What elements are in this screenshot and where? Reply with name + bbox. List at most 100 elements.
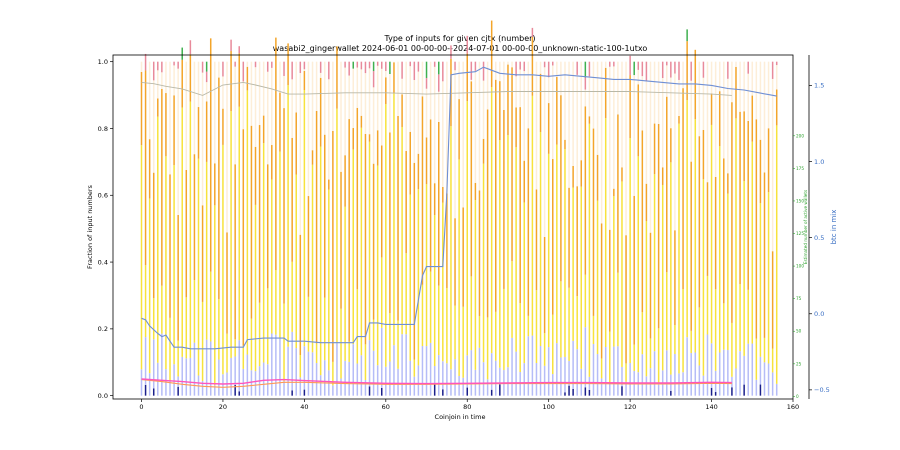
bar-segment-blue: [148, 373, 151, 396]
bar-segment-yellow: [718, 146, 721, 353]
bar-segment-light: [645, 80, 648, 184]
bar-stack-109: [584, 61, 587, 396]
bar-segment-blue: [181, 356, 183, 396]
bar-segment-light: [547, 77, 550, 104]
bar-segment-pink: [678, 61, 680, 80]
bar-segment-pink: [189, 40, 192, 55]
bar-segment-light: [613, 66, 615, 189]
bar-segment-yellow: [495, 311, 497, 361]
bar-segment-light: [580, 61, 583, 161]
bar-segment-dark: [621, 386, 623, 396]
bar-segment-blue: [421, 346, 424, 396]
bar-segment-orange: [352, 128, 354, 150]
bar-segment-yellow: [600, 358, 603, 379]
bar-segment-blue: [710, 343, 713, 388]
bar-segment-light: [727, 78, 729, 174]
bar-segment-yellow: [450, 126, 452, 370]
bar-segment-orange: [458, 99, 460, 160]
bar-segment-yellow: [307, 296, 310, 352]
bar-segment-light: [588, 76, 591, 117]
bar-segment-orange: [584, 106, 587, 275]
bar-stack-66: [409, 61, 411, 396]
bar-segment-light: [552, 65, 554, 160]
bar-segment-yellow: [157, 116, 159, 363]
bar-segment-light: [600, 61, 603, 224]
bar-segment-yellow: [417, 189, 420, 366]
bar-segment-orange: [181, 59, 183, 108]
bar-segment-orange: [360, 115, 363, 128]
bar-segment-pink: [666, 61, 668, 66]
bar-segment-orange: [759, 139, 762, 204]
bar-segment-blue: [666, 350, 668, 396]
bar-segment-blue: [486, 379, 489, 396]
bar-segment-orange: [397, 116, 399, 321]
bar-segment-blue: [478, 347, 481, 396]
y-tick-label: 0.6: [98, 192, 108, 200]
bar-segment-orange: [230, 50, 232, 112]
bar-segment-light: [625, 61, 627, 236]
bar-stack-119: [625, 61, 627, 396]
bar-segment-light: [385, 71, 387, 78]
bar-segment-pink: [230, 39, 232, 51]
bar-segment-blue: [547, 347, 550, 396]
bar-segment-light: [702, 77, 705, 130]
bar-segment-dark: [564, 392, 566, 396]
y2-tick-label: 50: [796, 329, 802, 334]
x-tick-label: 60: [382, 403, 390, 411]
bar-segment-dark: [714, 392, 717, 396]
bar-segment-light: [596, 61, 599, 155]
bar-stack-54: [360, 61, 363, 396]
bar-segment-blue: [433, 366, 436, 385]
bar-segment-orange: [523, 160, 526, 203]
bar-segment-pink: [205, 71, 208, 83]
bar-segment-blue: [425, 346, 428, 396]
bar-segment-yellow: [254, 204, 257, 372]
bar-segment-pink: [450, 45, 452, 59]
bar-stack-112: [596, 61, 599, 396]
bar-segment-light: [169, 61, 171, 175]
bar-segment-yellow: [531, 95, 534, 336]
bar-segment-green: [584, 61, 587, 78]
bar-segment-orange: [250, 125, 253, 319]
bar-segment-light: [421, 61, 424, 97]
bar-segment-light: [747, 73, 749, 121]
bar-segment-yellow: [177, 340, 179, 377]
bar-stack-46: [328, 61, 330, 396]
bar-segment-blue: [291, 331, 293, 391]
bar-segment-orange: [539, 73, 542, 133]
bar-segment-blue: [686, 337, 688, 396]
bar-stack-57: [372, 61, 375, 396]
bar-segment-yellow: [230, 111, 232, 358]
bar-segment-light: [527, 61, 530, 129]
bar-segment-blue: [393, 345, 395, 396]
bar-segment-yellow: [315, 343, 318, 364]
bar-segment-orange: [279, 92, 281, 152]
bar-segment-orange: [336, 46, 338, 109]
bar-stack-26: [246, 61, 249, 396]
bar-stack-134: [686, 29, 688, 396]
bar-segment-orange: [246, 66, 249, 91]
bar-segment-light: [397, 61, 399, 116]
bar-segment-light: [454, 70, 456, 219]
bar-stack-127: [657, 61, 660, 396]
bar-segment-light: [682, 61, 684, 89]
bar-stack-67: [413, 61, 416, 396]
bar-segment-orange: [152, 172, 155, 299]
bar-segment-yellow: [523, 202, 526, 364]
bar-segment-blue: [698, 365, 701, 396]
bar-segment-orange: [425, 137, 428, 185]
bar-segment-orange: [299, 234, 302, 356]
bar-stack-61: [389, 61, 391, 396]
bar-segment-light: [344, 67, 346, 156]
bar-segment-dark: [588, 390, 591, 396]
x-tick-label: 120: [624, 403, 636, 411]
bar-segment-orange: [527, 128, 530, 316]
bar-stack-108: [580, 61, 583, 396]
bar-segment-pink: [234, 61, 236, 67]
bar-segment-green: [205, 61, 208, 72]
bar-segment-orange: [405, 151, 407, 254]
bar-segment-blue: [718, 352, 721, 396]
bar-segment-light: [214, 61, 216, 164]
bar-stack-105: [568, 61, 570, 396]
